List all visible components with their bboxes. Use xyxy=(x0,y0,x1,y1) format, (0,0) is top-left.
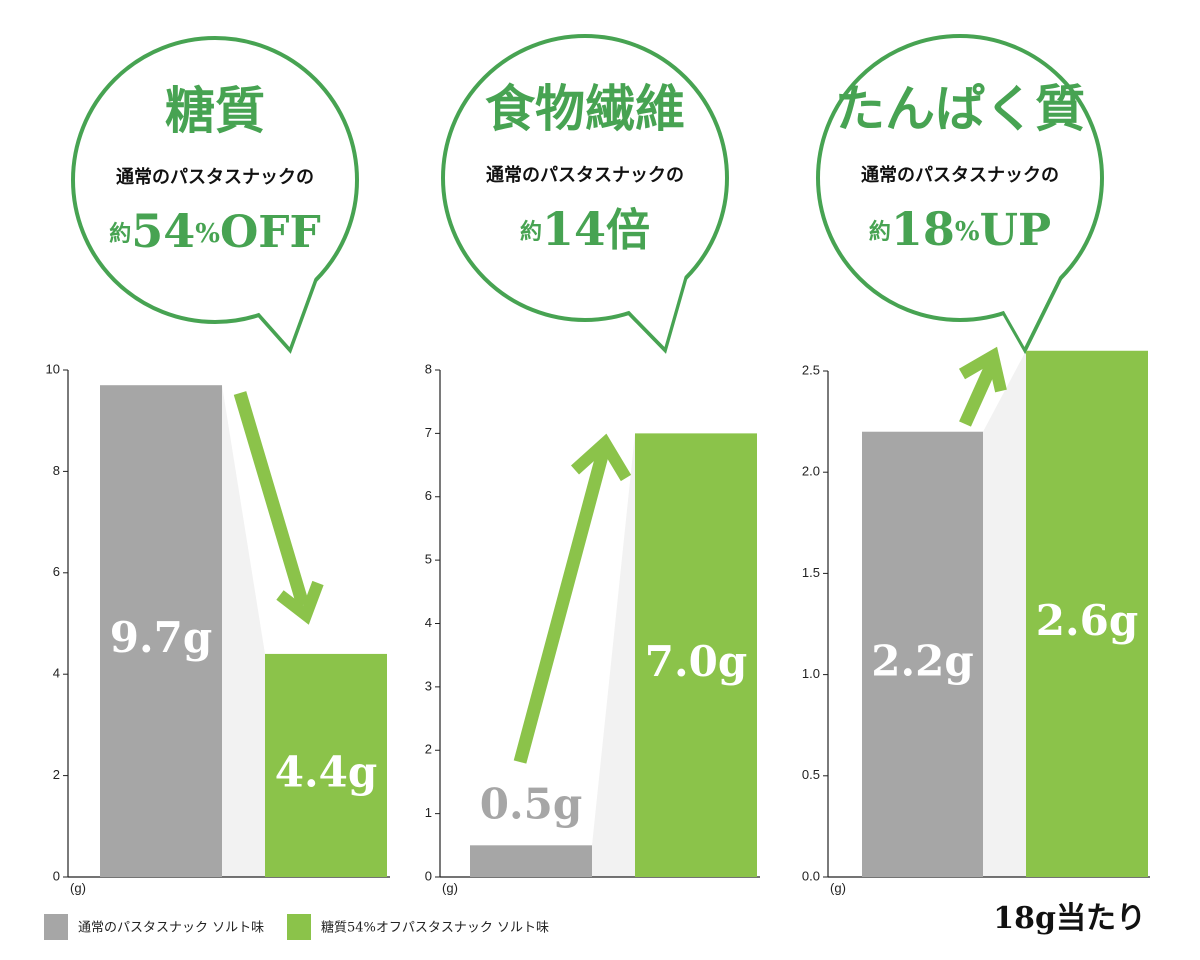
y-tick-label: 2 xyxy=(53,767,60,782)
y-tick-label: 8 xyxy=(425,361,432,376)
value-label: 2.6g xyxy=(1036,596,1138,645)
callout-figure: 18 xyxy=(891,202,955,256)
callout-suffix: OFF xyxy=(220,207,321,258)
legend-swatch xyxy=(287,914,311,940)
y-tick-label: 6 xyxy=(53,564,60,579)
bar xyxy=(100,385,222,877)
y-tick-label: 5 xyxy=(425,552,432,567)
callout-lead: 通常のパスタスナックの xyxy=(861,164,1059,186)
bubble xyxy=(441,34,729,322)
callout-heading: 糖質 xyxy=(165,81,265,140)
y-tick-label: 7 xyxy=(425,425,432,440)
callout-prefix: 約 xyxy=(869,219,891,245)
y-tick-label: 0 xyxy=(425,868,432,883)
callout-suffix: UP xyxy=(980,205,1051,256)
callout-prefix: 約 xyxy=(109,221,131,247)
y-tick-label: 1 xyxy=(425,805,432,820)
y-tick-label: 0.5 xyxy=(802,767,820,782)
legend-label: 糖質54%オフパスタスナック ソルト味 xyxy=(321,920,549,936)
y-tick-label: 4 xyxy=(425,615,432,630)
down-arrow xyxy=(233,391,310,607)
y-tick-label: 8 xyxy=(53,463,60,478)
callout-claim: 約14倍 xyxy=(520,202,650,256)
bubble xyxy=(71,36,359,324)
connector-shade xyxy=(222,385,265,877)
callout-prefix: 約 xyxy=(520,219,542,245)
bar xyxy=(265,653,387,877)
y-tick-label: 10 xyxy=(46,361,60,376)
callout-unit: % xyxy=(955,217,980,247)
callout-heading: 食物繊維 xyxy=(485,79,685,138)
y-unit: (g) xyxy=(830,880,846,895)
connector-shade xyxy=(592,433,635,877)
y-tick-label: 0.0 xyxy=(802,868,820,883)
down-arrow-head xyxy=(276,580,324,625)
y-tick-label: 4 xyxy=(53,666,60,681)
arrows xyxy=(233,346,1007,764)
y-unit: (g) xyxy=(442,880,458,895)
shade-layer xyxy=(222,350,1026,877)
y-tick-label: 6 xyxy=(425,488,432,503)
callout-claim: 約54%OFF xyxy=(109,204,321,258)
up-arrow-head xyxy=(958,346,1007,393)
y-tick-label: 1.5 xyxy=(802,565,820,580)
bubble-joint xyxy=(628,275,685,347)
y-tick-label: 3 xyxy=(425,678,432,693)
value-label: 7.0g xyxy=(645,637,747,686)
y-tick-label: 0 xyxy=(53,868,60,883)
up-arrow-head xyxy=(570,433,632,482)
bar xyxy=(862,431,983,877)
callout-unit: % xyxy=(195,219,220,249)
callout-suffix: 倍 xyxy=(606,205,650,256)
value-label: 0.5g xyxy=(480,779,582,828)
bubble-joint xyxy=(1003,275,1060,347)
y-tick-label: 2 xyxy=(425,742,432,757)
callout-claim: 約18%UP xyxy=(869,202,1051,256)
legend-swatch xyxy=(44,914,68,940)
callout-heading: たんぱく質 xyxy=(835,79,1085,138)
y-tick-label: 2.5 xyxy=(802,362,820,377)
y-tick-label: 1.0 xyxy=(802,666,820,681)
bubble xyxy=(816,34,1104,322)
bar xyxy=(470,845,592,877)
callout-lead: 通常のパスタスナックの xyxy=(116,166,314,188)
callout-lead: 通常のパスタスナックの xyxy=(486,164,684,186)
y-tick-label: 2.0 xyxy=(802,464,820,479)
chart-layer: 糖質通常のパスタスナックの約54%OFF(g)02468109.7g4.4g食物… xyxy=(44,34,1150,940)
value-label: 4.4g xyxy=(275,747,377,796)
bar xyxy=(635,433,757,877)
note: 18g当たり xyxy=(993,901,1146,936)
value-label: 9.7g xyxy=(110,613,212,662)
value-label: 2.2g xyxy=(871,636,973,685)
bubble-joint xyxy=(258,277,315,347)
connector-shade xyxy=(983,350,1026,877)
legend-label: 通常のパスタスナック ソルト味 xyxy=(78,921,264,936)
callout-figure: 54 xyxy=(131,204,195,258)
bar xyxy=(1026,350,1148,877)
up-arrow xyxy=(959,361,998,427)
callout-figure: 14 xyxy=(542,202,606,256)
up-arrow xyxy=(513,450,610,764)
y-unit: (g) xyxy=(70,880,86,895)
